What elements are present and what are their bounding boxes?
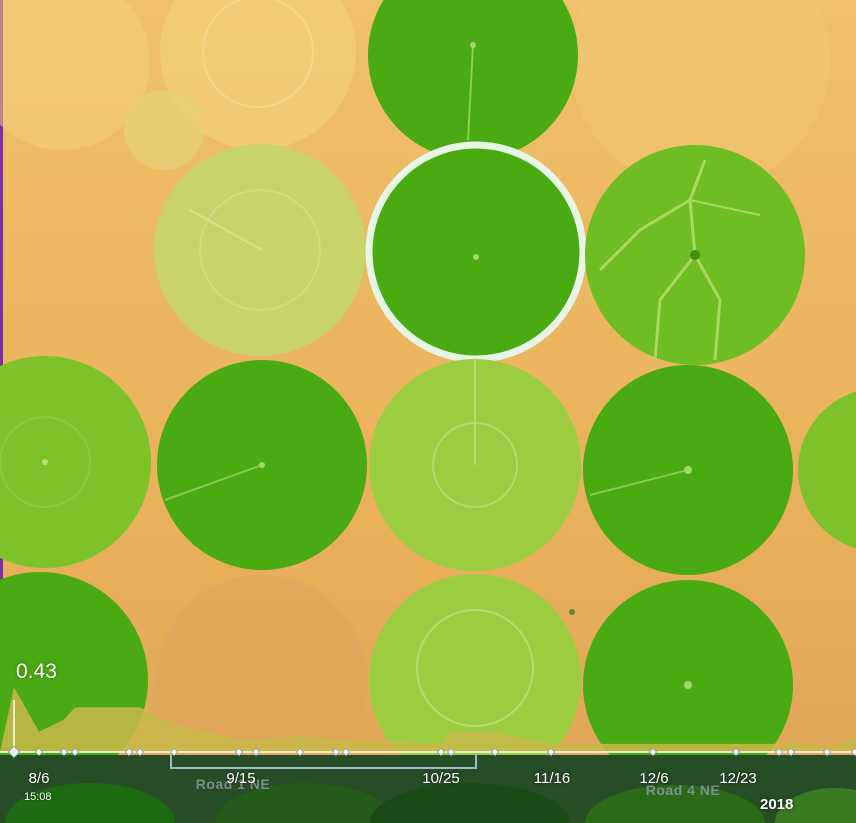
field-row2-right[interactable] — [585, 145, 805, 365]
field-selected[interactable] — [365, 141, 587, 363]
timeline-marker[interactable] — [251, 747, 261, 757]
timeline-date-11-16[interactable]: 11/16 — [533, 770, 571, 787]
timeline-date-10-25[interactable]: 10/25 — [422, 770, 460, 787]
selected-value-readout: 0.43 — [16, 660, 57, 683]
field-row3-center[interactable] — [369, 358, 581, 571]
timeline-marker[interactable] — [546, 747, 556, 757]
timeline-marker[interactable] — [34, 747, 44, 757]
timeline-marker[interactable] — [124, 747, 134, 757]
timeline-marker[interactable] — [169, 747, 179, 757]
field-row4-center[interactable] — [369, 574, 581, 786]
faint-field-small[interactable] — [124, 90, 204, 170]
field-row3-second[interactable] — [157, 360, 367, 570]
timeline-chart[interactable] — [0, 687, 856, 769]
timeline-date-9-15[interactable]: 9/15 — [226, 770, 256, 787]
timeline-marker[interactable] — [7, 745, 21, 759]
field-row2-light[interactable] — [154, 144, 366, 356]
timeline-marker[interactable] — [490, 747, 500, 757]
field-row4-right[interactable] — [583, 580, 793, 790]
timeline-marker[interactable] — [331, 747, 341, 757]
timeline-selected-time: 15:08 — [24, 791, 52, 803]
timeline-marker[interactable] — [648, 747, 658, 757]
timeline-year-label: 2018 — [760, 796, 794, 813]
faint-field-top-left[interactable] — [0, 0, 150, 150]
field-row3-left[interactable] — [0, 356, 151, 568]
timeline-range-bracket[interactable] — [170, 755, 477, 769]
timeline-date-8-6[interactable]: 8/6 — [28, 770, 50, 787]
timeline-marker[interactable] — [135, 747, 145, 757]
timeline-date-12-23[interactable]: 12/23 — [719, 770, 757, 787]
faint-field-top-right[interactable] — [570, 0, 830, 190]
timeline-marker[interactable] — [446, 747, 456, 757]
timeline-marker[interactable] — [59, 747, 69, 757]
timeline-marker[interactable] — [774, 747, 784, 757]
timeline-marker[interactable] — [295, 747, 305, 757]
road-label-1: Road 1 NE — [195, 776, 271, 792]
timeline-profile-area — [0, 687, 856, 752]
timeline-marker[interactable] — [731, 747, 741, 757]
timeline-marker[interactable] — [341, 747, 351, 757]
timeline-marker[interactable] — [786, 747, 796, 757]
timeline-marker[interactable] — [436, 747, 446, 757]
timeline-date-12-6[interactable]: 12/6 — [639, 770, 669, 787]
field-top-center[interactable] — [368, 0, 578, 160]
field-row3-right[interactable] — [583, 365, 793, 575]
timeline-marker[interactable] — [70, 747, 80, 757]
timeline-marker[interactable] — [234, 747, 244, 757]
timeline-marker[interactable] — [850, 747, 856, 757]
faint-field-top-second[interactable] — [160, 0, 356, 150]
road-label-4: Road 4 NE — [645, 782, 721, 798]
field-row3-edge[interactable] — [798, 388, 856, 552]
timeline-marker[interactable] — [822, 747, 832, 757]
